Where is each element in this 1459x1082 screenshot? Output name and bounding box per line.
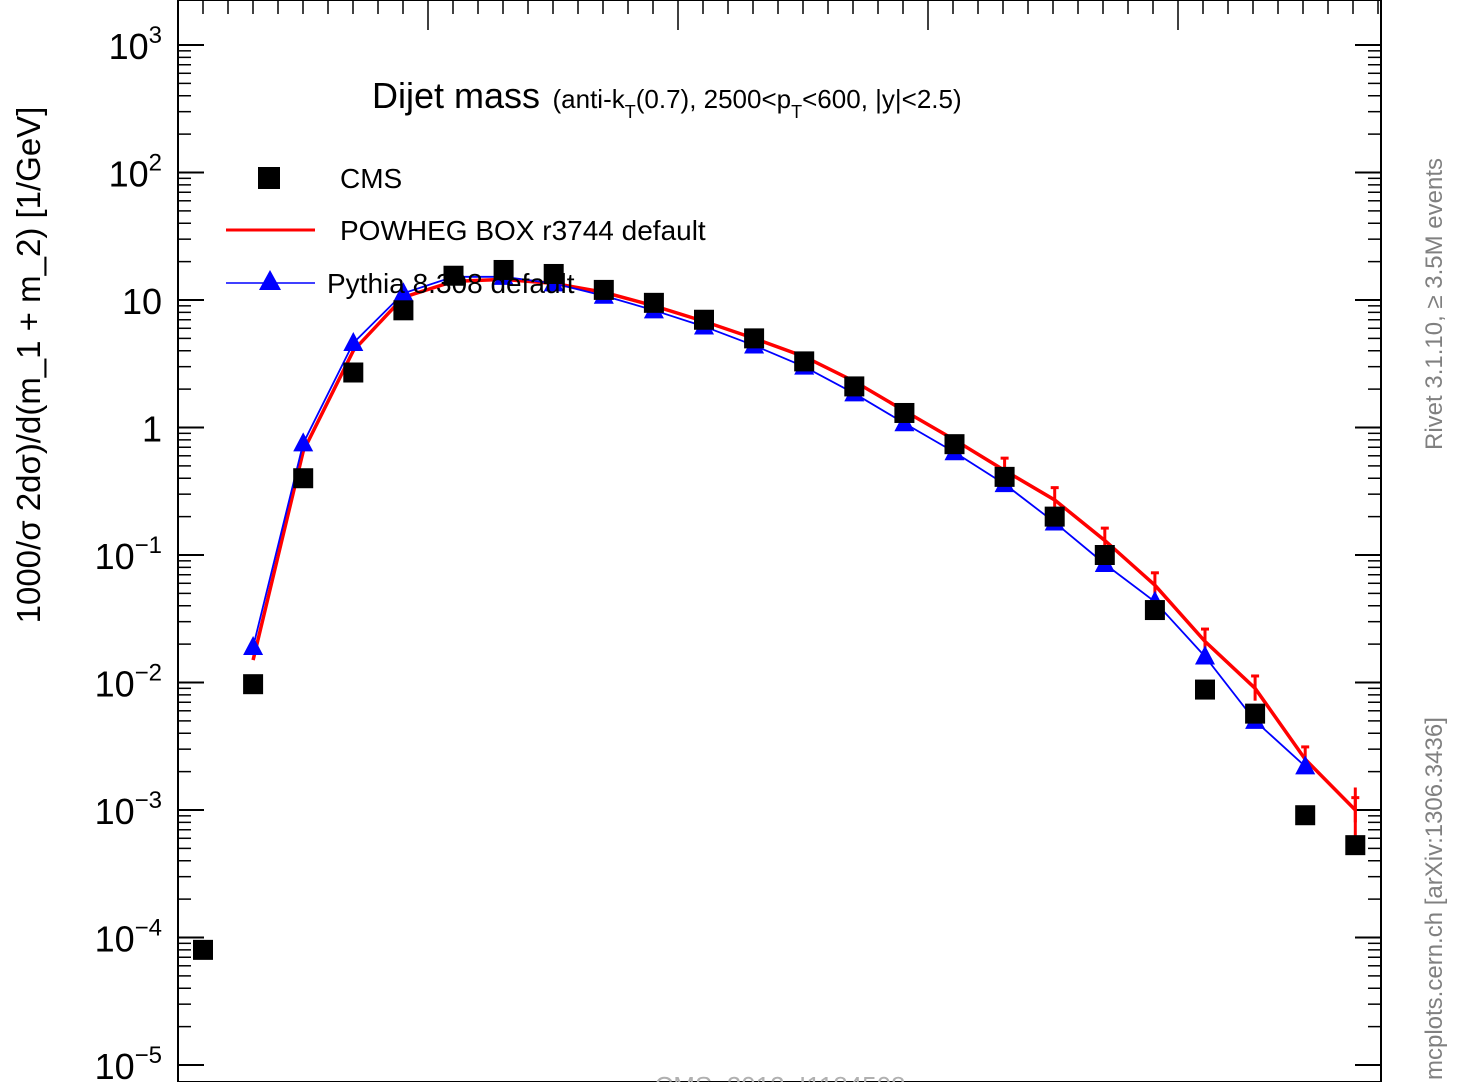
- y-tick-exp: 2: [149, 150, 162, 177]
- cms-point: [1245, 703, 1266, 724]
- cms-point: [994, 466, 1015, 487]
- title-main: Dijet mass: [372, 75, 540, 116]
- rivet-label: Rivet 3.1.10, ≥ 3.5M events: [1421, 158, 1448, 450]
- cms-point: [744, 328, 765, 349]
- pythia-point: [293, 432, 314, 452]
- cms-point: [243, 674, 264, 695]
- cms-point: [1044, 506, 1065, 527]
- legend-label-cms: CMS: [340, 163, 402, 194]
- pythia-point: [243, 635, 264, 655]
- series-layer: [193, 259, 1366, 960]
- cms-point: [393, 300, 414, 321]
- chart-title: Dijet mass (anti-kT(0.7), 2500<pT<600, |…: [372, 75, 962, 122]
- cms-point: [343, 362, 364, 383]
- y-tick-label: 10−3: [95, 787, 162, 832]
- cms-point: [193, 939, 213, 960]
- y-tick-base: 10: [95, 919, 135, 960]
- y-tick-base: 10: [109, 154, 149, 195]
- y-tick-exp: −1: [135, 532, 162, 559]
- y-tick-base: 10: [95, 664, 135, 705]
- cms-point: [1094, 545, 1115, 565]
- y-tick-label: 10−4: [95, 915, 162, 960]
- y-tick-label: 102: [109, 150, 162, 195]
- y-tick-label: 103: [109, 22, 162, 67]
- pythia-point: [1195, 645, 1215, 665]
- y-tick-base: 10: [95, 1046, 135, 1082]
- pythia-point: [393, 282, 414, 302]
- legend-label-pythia: Pythia 8.308 default: [327, 268, 575, 299]
- cms-point: [543, 263, 564, 284]
- cms-point: [844, 376, 865, 397]
- series-pythia-line: [252, 275, 1306, 768]
- y-tick-exp: −2: [135, 660, 162, 687]
- y-tick-exp: −3: [135, 787, 162, 814]
- y-tick-base: 10: [109, 26, 149, 67]
- bottom-reference: CMS_2012_I1184508: [654, 1071, 905, 1082]
- title-sub: (anti-kT(0.7), 2500<pT<600, |y|<2.5): [552, 84, 961, 122]
- cms-point: [694, 309, 714, 330]
- y-tick-base: 10: [95, 536, 135, 577]
- pythia-point: [1295, 755, 1316, 775]
- cms-point: [593, 279, 614, 300]
- y-tick-label: 10−1: [95, 532, 162, 577]
- cms-point: [1144, 600, 1165, 621]
- cms-point: [1295, 805, 1316, 826]
- y-tick-label: 1: [142, 409, 162, 450]
- plot-frame: [177, 0, 1382, 1082]
- x-axis-ticks: [177, 0, 1379, 30]
- y-axis-label: 1000/σ 2dσ)/d(m_1 + m_2) [1/GeV]: [10, 107, 47, 624]
- y-tick-label: 10−2: [95, 660, 162, 705]
- legend-marker-cms: [258, 167, 280, 189]
- legend-label-powheg: POWHEG BOX r3744 default: [340, 215, 706, 246]
- cms-point: [1345, 835, 1366, 856]
- cms-point: [1195, 679, 1215, 700]
- pythia-point: [343, 331, 364, 351]
- y-tick-exp: −5: [135, 1042, 162, 1069]
- cms-point: [293, 468, 314, 489]
- cms-point: [894, 402, 915, 423]
- cms-point: [443, 265, 464, 286]
- y-tick-exp: −4: [135, 915, 162, 942]
- y-tick-label: 10: [122, 281, 162, 322]
- mcplots-label: mcplots.cern.ch [arXiv:1306.3436]: [1421, 717, 1448, 1080]
- legend-marker-pythia: [259, 270, 281, 290]
- cms-point: [944, 434, 965, 455]
- cms-point: [794, 351, 815, 372]
- y-tick-exp: 3: [149, 22, 162, 49]
- legend: CMS POWHEG BOX r3744 default Pythia 8.30…: [226, 163, 706, 299]
- y-tick-label: 10−5: [95, 1042, 162, 1082]
- cms-point: [493, 259, 514, 280]
- y-tick-base: 10: [95, 791, 135, 832]
- cms-point: [643, 292, 664, 313]
